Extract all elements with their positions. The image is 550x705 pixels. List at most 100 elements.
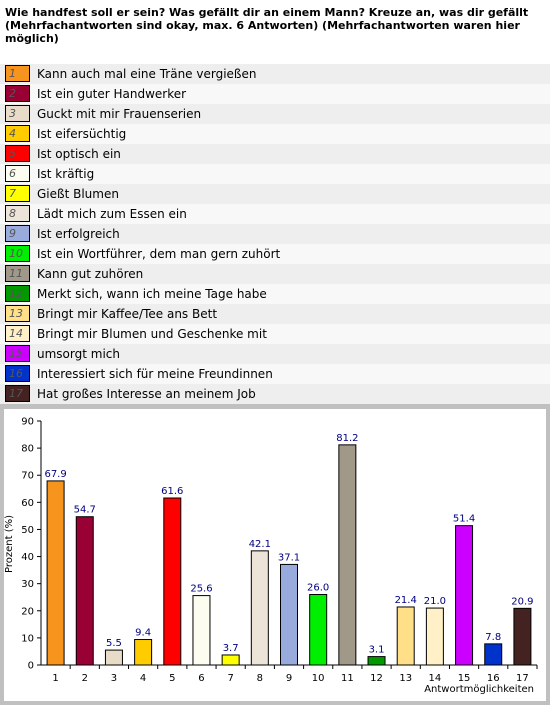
legend-label: umsorgt mich (37, 347, 120, 361)
legend-label: Ist optisch ein (37, 147, 121, 161)
value-label: 61.6 (161, 486, 183, 497)
legend-label: Ist erfolgreich (37, 227, 120, 241)
bar (75, 516, 94, 666)
x-tick-label: 4 (140, 673, 146, 684)
legend-row: 17 Hat großes Interesse an meinem Job (0, 384, 550, 404)
legend-swatch: 9 (5, 225, 30, 242)
legend-row: 10 Ist ein Wortführer, dem man gern zuhör… (0, 244, 550, 264)
y-tick-label: 20 (21, 606, 34, 617)
legend-label: Merkt sich, wann ich meine Tage habe (37, 287, 267, 301)
legend-row: 6 Ist kräftig (0, 164, 550, 184)
legend-swatch: 12 (5, 285, 30, 302)
legend-swatch: 8 (5, 205, 30, 222)
x-tick-label: 2 (82, 673, 88, 684)
value-label: 3.7 (223, 643, 239, 654)
y-tick-label: 40 (21, 552, 34, 563)
legend-row: 7 Gießt Blumen (0, 184, 550, 204)
value-label: 21.4 (395, 595, 417, 606)
bar (484, 643, 503, 666)
bar (455, 525, 474, 666)
x-tick-label: 5 (169, 673, 175, 684)
value-label: 37.1 (278, 552, 300, 563)
bar (367, 656, 386, 666)
legend-label: Ist eifersüchtig (37, 127, 127, 141)
legend-label: Ist kräftig (37, 167, 95, 181)
legend-label: Ist ein Wortführer, dem man gern zuhört (37, 247, 281, 261)
y-tick-label: 70 (21, 471, 34, 482)
legend-row: 11 Kann gut zuhören (0, 264, 550, 284)
legend-swatch: 17 (5, 385, 30, 402)
bar (396, 606, 415, 666)
value-label: 7.8 (485, 632, 501, 643)
bar (104, 649, 123, 666)
legend-swatch: 1 (5, 65, 30, 82)
value-label: 54.7 (74, 505, 96, 516)
bar (221, 654, 240, 666)
legend-label: Kann gut zuhören (37, 267, 144, 281)
legend-row: 14 Bringt mir Blumen und Geschenke mit (0, 324, 550, 344)
value-label: 20.9 (511, 596, 533, 607)
value-label: 81.2 (336, 433, 358, 444)
value-label: 67.9 (44, 469, 66, 480)
value-label: 26.0 (307, 583, 329, 594)
x-tick-label: 3 (111, 673, 117, 684)
x-tick-label: 13 (399, 673, 412, 684)
value-label: 21.0 (424, 596, 446, 607)
x-tick-label: 9 (286, 673, 292, 684)
value-label: 3.1 (369, 645, 385, 656)
x-tick-label: 17 (516, 673, 529, 684)
value-label: 9.4 (135, 628, 151, 639)
legend-swatch: 6 (5, 165, 30, 182)
legend-row: 5 Ist optisch ein (0, 144, 550, 164)
x-tick-label: 6 (198, 673, 204, 684)
legend-label: Kann auch mal eine Träne vergießen (37, 67, 257, 81)
bar (163, 497, 182, 666)
y-tick-label: 30 (21, 579, 34, 590)
legend-row: 15 umsorgt mich (0, 344, 550, 364)
y-tick-label: 50 (21, 525, 34, 536)
bar (425, 607, 444, 666)
value-label: 5.5 (106, 638, 122, 649)
x-tick-label: 1 (52, 673, 58, 684)
y-tick-label: 10 (21, 633, 34, 644)
bar (338, 444, 357, 666)
legend-label: Bringt mir Kaffee/Tee ans Bett (37, 307, 218, 321)
legend-row: 13 Bringt mir Kaffee/Tee ans Bett (0, 304, 550, 324)
y-tick-label: 80 (21, 444, 34, 455)
legend-label: Hat großes Interesse an meinem Job (37, 387, 256, 401)
x-tick-label: 11 (341, 673, 354, 684)
legend-label: Lädt mich zum Essen ein (37, 207, 187, 221)
x-tick-label: 12 (370, 673, 383, 684)
legend: 1 Kann auch mal eine Träne vergießen 2 Ist … (0, 64, 550, 404)
x-tick-label: 8 (257, 673, 263, 684)
bar (134, 639, 153, 666)
legend-swatch: 3 (5, 105, 30, 122)
bar (250, 550, 269, 666)
legend-label: Guckt mit mir Frauenserien (37, 107, 202, 121)
value-label: 51.4 (453, 514, 475, 525)
legend-label: Bringt mir Blumen und Geschenke mit (37, 327, 267, 341)
bar (46, 480, 65, 666)
y-tick-label: 60 (21, 498, 34, 509)
legend-row: 8 Lädt mich zum Essen ein (0, 204, 550, 224)
legend-label: Interessiert sich für meine Freundinnen (37, 367, 273, 381)
y-axis-title: Prozent (%) (4, 515, 15, 573)
x-tick-label: 16 (487, 673, 500, 684)
y-tick-label: 0 (28, 661, 34, 672)
bar (309, 594, 328, 666)
y-tick-label: 90 (21, 417, 34, 428)
legend-row: 1 Kann auch mal eine Träne vergießen (0, 64, 550, 84)
legend-row: 9 Ist erfolgreich (0, 224, 550, 244)
legend-swatch: 14 (5, 325, 30, 342)
legend-swatch: 10 (5, 245, 30, 262)
legend-row: 12 Merkt sich, wann ich meine Tage habe (0, 284, 550, 304)
legend-swatch: 7 (5, 185, 30, 202)
legend-row: 4 Ist eifersüchtig (0, 124, 550, 144)
x-tick-label: 14 (429, 673, 442, 684)
value-label: 25.6 (190, 584, 212, 595)
legend-swatch: 13 (5, 305, 30, 322)
x-tick-label: 10 (312, 673, 325, 684)
bar (513, 607, 532, 666)
legend-label: Ist ein guter Handwerker (37, 87, 187, 101)
